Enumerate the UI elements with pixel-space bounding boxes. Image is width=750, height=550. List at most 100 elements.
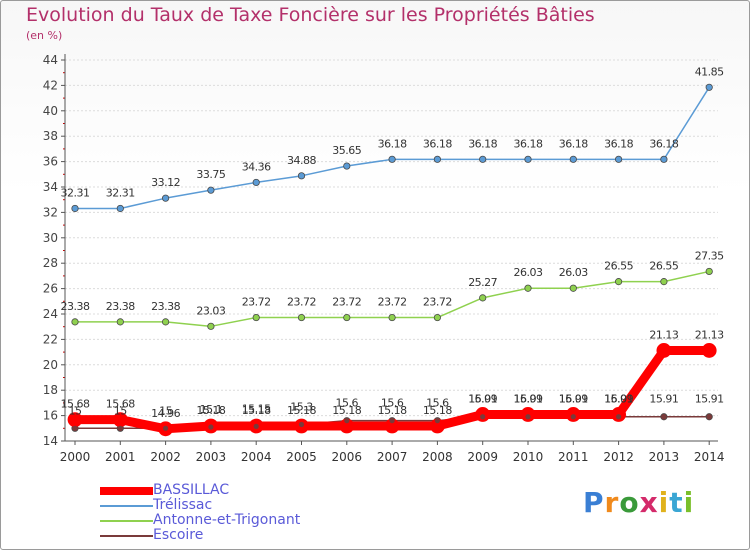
data-point [433,313,441,322]
data-point [343,313,351,322]
data-point [207,186,215,194]
data-point [207,322,215,330]
axes: 14 16 18 20 22 24 26 28 30 32 34 36 38 40 42 44 2000 2001… [43,53,725,464]
legend: BASSILLAC Trélissac Antonne-et-Trigonant… [100,482,400,543]
data-label: 36.18 [423,137,452,150]
data-label: 15.6 [336,397,359,410]
data-label: 15.18 [242,404,271,417]
legend-label-bassillac: BASSILLAC [153,482,230,498]
chart-subtitle: (en %) [26,29,63,42]
y-tick-label: 30 [43,231,58,245]
logo-letter: x [639,486,659,519]
data-point [208,424,214,430]
data-point [570,414,576,420]
data-label: 15.18 [423,404,452,417]
data-label: 36.18 [559,137,588,150]
data-label: 23.72 [378,296,407,309]
data-point [661,414,667,420]
data-label: 21.13 [695,328,724,341]
data-point [569,284,577,292]
data-label: 36.18 [514,137,543,150]
data-point [706,414,712,420]
data-point [660,278,668,286]
data-label: 23.72 [423,296,452,309]
data-point [72,425,78,431]
data-label: 15.91 [514,393,543,406]
data-point [253,423,259,429]
legend-label-escoire: Escoire [153,527,204,543]
data-label: 16.09 [514,392,543,405]
x-tick-label: 2010 [513,450,544,464]
data-label: 15.15 [242,402,271,415]
data-label: 16.09 [559,392,588,405]
data-point [705,83,713,91]
x-tick-label: 2001 [105,450,136,464]
data-point [569,155,577,163]
data-point [660,155,668,163]
x-tick-label: 2004 [241,450,272,464]
data-label: 34.36 [242,160,271,173]
x-tick-label: 2011 [558,450,589,464]
legend-item-antonne: Antonne-et-Trigonant [100,512,400,528]
data-point [298,421,305,428]
legend-label-antonne: Antonne-et-Trigonant [153,512,301,528]
data-point [524,284,532,292]
data-point [116,204,124,213]
data-point [614,278,623,286]
data-label: 23.38 [106,300,135,313]
data-label: 16.09 [604,392,633,405]
proxiti-logo: Proxiti [583,486,694,519]
legend-swatch-trelissac [100,505,153,507]
logo-letter: r [604,486,620,519]
data-label: 15 [159,404,172,417]
data-label: 36.18 [468,137,497,150]
data-label: 15 [69,404,82,417]
logo-letter: i [658,486,670,519]
data-label: 32.31 [61,186,90,199]
data-label: 15.6 [426,397,449,410]
x-tick-label: 2014 [694,450,725,464]
data-label: 34.88 [287,154,316,167]
legend-swatch-bassillac [100,487,153,495]
data-point [434,418,440,424]
data-point [343,162,351,170]
data-label: 16.09 [468,392,497,405]
legend-item-bassillac: BASSILLAC [100,482,400,498]
data-point [524,155,532,163]
data-point [479,155,487,163]
data-label: 15.68 [106,398,135,411]
data-label: 36.18 [604,137,633,150]
data-label: 15.18 [287,404,316,417]
data-point [525,414,531,420]
data-point [163,425,169,431]
x-tick-label: 2006 [332,450,363,464]
data-label: 15.6 [381,397,404,410]
data-point [162,194,170,202]
data-point [252,178,260,187]
data-point [252,313,260,322]
data-point [701,343,717,358]
data-label: 23.38 [151,300,180,313]
legend-swatch-antonne [100,520,153,522]
data-label: 14.96 [151,407,180,420]
y-tick-label: 28 [43,256,58,270]
data-point [479,294,487,302]
data-point [71,204,79,213]
y-tick-label: 22 [43,332,58,346]
y-tick-label: 44 [43,53,58,67]
x-tick-label: 2007 [377,450,408,464]
x-tick-label: 2008 [422,450,453,464]
legend-item-trelissac: Trélissac [100,497,400,513]
data-point [117,425,123,431]
x-tick-label: 2002 [150,450,181,464]
data-label: 15.18 [332,404,361,417]
data-label: 36.18 [378,137,407,150]
data-label: 27.35 [695,249,724,262]
y-tick-label: 20 [43,358,58,372]
chart-title: Evolution du Taux de Taxe Foncière sur l… [26,4,595,26]
data-point [388,155,396,163]
y-tick-label: 40 [43,104,58,118]
data-label: 26.55 [604,260,633,273]
y-tick-label: 34 [43,180,58,194]
